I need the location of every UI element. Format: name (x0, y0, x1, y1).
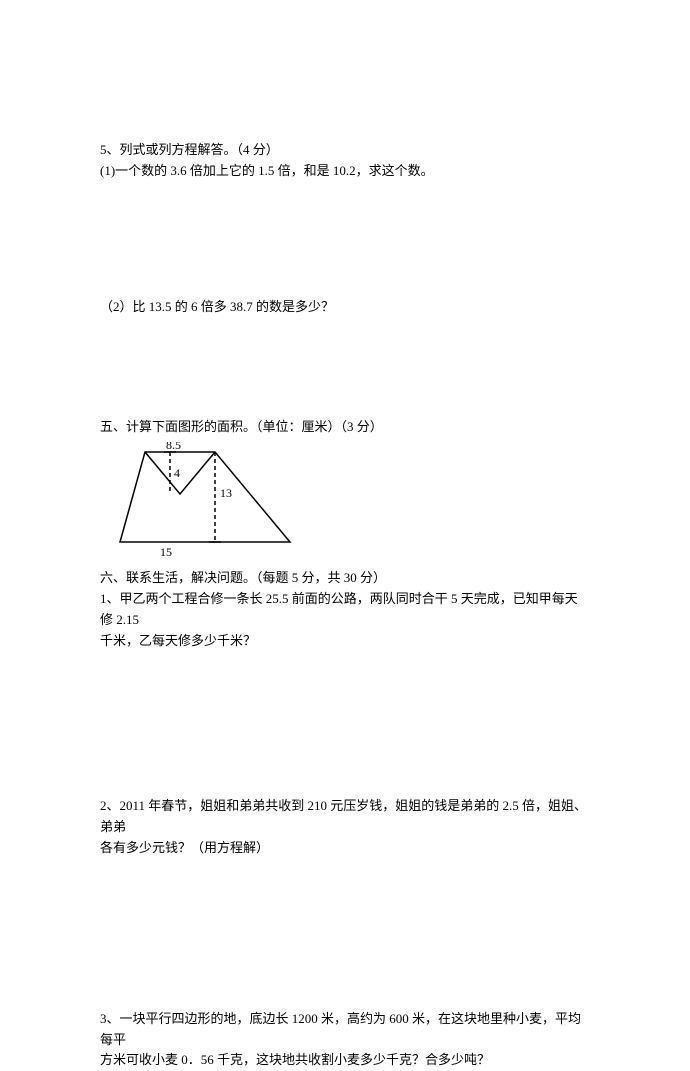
answer-space (100, 182, 590, 297)
dim-label-top: 8.5 (166, 442, 181, 452)
answer-space (100, 859, 590, 974)
geometry-figure: 8.5 4 13 15 (110, 442, 590, 562)
s5-heading: 五、计算下面图形的面积。（单位：厘米）（3 分） (100, 417, 590, 438)
answer-space (100, 317, 590, 387)
s6-q2-line2: 各有多少元钱？（用方程解） (100, 838, 590, 859)
s6-q2-line1: 2、2011 年春节，姐姐和弟弟共收到 210 元压岁钱，姐姐的钱是弟弟的 2.… (100, 796, 590, 838)
answer-space (100, 651, 590, 766)
inner-triangle (145, 452, 215, 494)
spacer (100, 974, 590, 1009)
s6-q3-line1: 3、一块平行四边形的地，底边长 1200 米，高约为 600 米，在这块地里种小… (100, 1009, 590, 1051)
dim-label-bottom: 15 (160, 545, 172, 559)
spacer (100, 766, 590, 796)
s6-q1-line1: 1、甲乙两个工程合修一条长 25.5 前面的公路，两队同时合干 5 天完成，已知… (100, 589, 590, 631)
spacer (100, 387, 590, 417)
document-page: 5、列式或列方程解答。（4 分） (1)一个数的 3.6 倍加上它的 1.5 倍… (0, 0, 690, 976)
q5-part2: （2）比 13.5 的 6 倍多 38.7 的数是多少？ (100, 297, 590, 318)
s6-q1-line2: 千米，乙每天修多少千米？ (100, 631, 590, 652)
q5-heading: 5、列式或列方程解答。（4 分） (100, 140, 590, 161)
s6-heading: 六、联系生活，解决问题。（每题 5 分，共 30 分） (100, 568, 590, 589)
trapezoid-outline (120, 452, 290, 542)
q5-part1: (1)一个数的 3.6 倍加上它的 1.5 倍，和是 10.2，求这个数。 (100, 161, 590, 182)
s6-q3-line2: 方米可收小麦 0．56 千克，这块地共收割小麦多少千克？合多少吨？ (100, 1050, 590, 1071)
dim-label-right: 13 (220, 486, 232, 500)
dim-label-inner: 4 (174, 466, 180, 480)
